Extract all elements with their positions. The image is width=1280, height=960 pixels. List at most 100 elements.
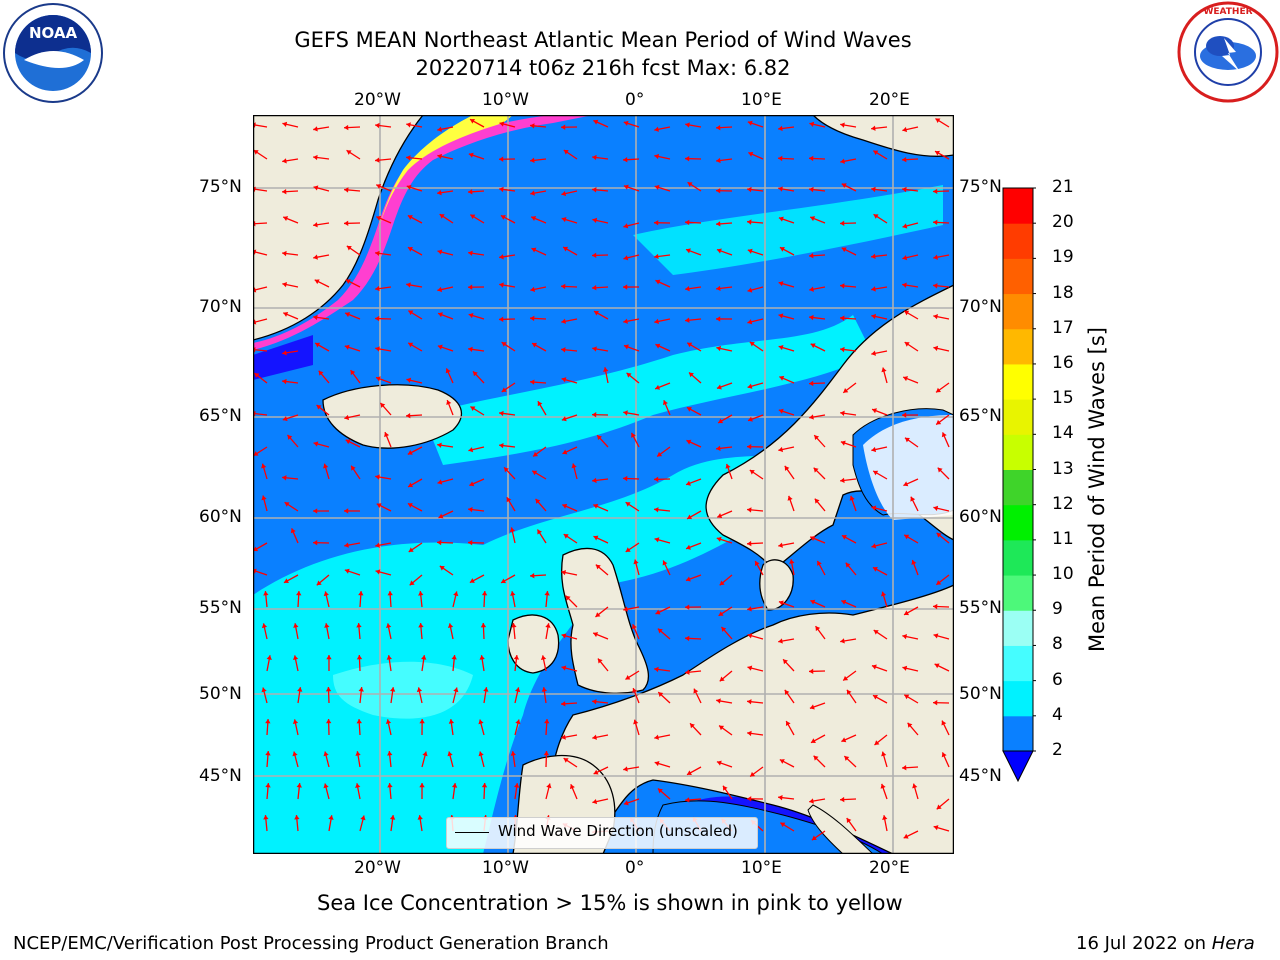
wind-wave-arrowhead bbox=[418, 623, 424, 628]
wind-wave-arrowhead bbox=[406, 282, 411, 288]
wind-wave-arrowhead bbox=[375, 315, 380, 322]
colorbar-bin bbox=[1003, 188, 1033, 224]
wind-wave-arrowhead bbox=[902, 223, 908, 229]
wind-wave-arrowhead bbox=[419, 719, 425, 724]
wind-wave-arrowhead bbox=[809, 121, 815, 127]
wind-wave-arrowhead bbox=[872, 694, 878, 700]
wind-wave-arrowhead bbox=[346, 245, 352, 251]
wind-wave-arrowhead bbox=[718, 611, 724, 616]
wind-wave-arrowhead bbox=[685, 122, 690, 128]
wind-wave-arrowhead bbox=[515, 687, 521, 693]
wind-wave-arrowhead bbox=[840, 477, 845, 484]
wind-wave-arrowhead bbox=[840, 410, 845, 416]
wind-wave-arrowhead bbox=[719, 676, 725, 682]
wind-wave-arrowhead bbox=[501, 387, 507, 392]
colorbar-tick-label: 12 bbox=[1052, 493, 1074, 514]
wind-wave-arrowhead bbox=[481, 783, 488, 788]
wind-wave-arrowhead bbox=[592, 252, 597, 259]
wind-wave-arrowhead bbox=[718, 418, 724, 424]
wind-wave-arrowhead bbox=[747, 248, 753, 254]
wind-wave-arrowhead bbox=[325, 687, 332, 692]
wind-wave-arrowhead bbox=[323, 591, 329, 597]
wind-wave-arrowhead bbox=[747, 383, 753, 389]
wind-wave-arrowhead bbox=[840, 158, 845, 164]
wind-wave-arrowhead bbox=[358, 591, 364, 596]
wind-wave-arrowhead bbox=[686, 480, 691, 486]
wind-wave-arrowhead bbox=[633, 719, 639, 725]
wind-wave-arrowhead bbox=[933, 283, 938, 289]
wind-wave-arrowhead bbox=[841, 247, 847, 253]
wind-wave-arrowhead bbox=[817, 560, 822, 566]
wind-wave-arrowhead bbox=[407, 247, 413, 252]
wind-wave-arrowhead bbox=[323, 783, 329, 789]
wind-wave-arrowhead bbox=[344, 220, 349, 226]
wind-wave-arrowhead bbox=[387, 591, 393, 596]
producer-credit: NCEP/EMC/Verification Post Processing Pr… bbox=[13, 933, 609, 954]
wind-wave-arrowhead bbox=[254, 373, 260, 378]
wind-wave-arrowhead bbox=[843, 388, 849, 393]
ireland-land bbox=[507, 614, 560, 674]
wind-wave-arrowhead bbox=[747, 633, 753, 639]
run-date-text: 16 Jul 2022 on bbox=[1076, 933, 1212, 954]
wind-wave-arrowhead bbox=[345, 439, 351, 445]
wind-wave-arrowhead bbox=[623, 410, 628, 416]
wind-wave-arrowhead bbox=[358, 687, 364, 692]
wind-wave-arrowhead bbox=[841, 599, 847, 605]
map-panel bbox=[253, 115, 954, 854]
wind-wave-arrowhead bbox=[511, 623, 517, 628]
wind-wave-arrowhead bbox=[592, 154, 597, 161]
wind-wave-arrowhead bbox=[282, 158, 287, 164]
svg-text:WEATHER: WEATHER bbox=[1203, 7, 1252, 17]
wind-wave-arrowhead bbox=[654, 220, 659, 226]
wind-wave-arrowhead bbox=[881, 367, 887, 373]
wind-wave-arrowhead bbox=[499, 156, 504, 162]
wind-wave-arrowhead bbox=[561, 701, 566, 707]
wind-wave-arrowhead bbox=[657, 451, 663, 457]
wind-wave-arrowhead bbox=[941, 752, 947, 758]
wind-wave-arrowhead bbox=[873, 470, 879, 476]
wind-wave-arrowhead bbox=[623, 800, 629, 806]
colorbar-bin bbox=[1003, 328, 1033, 365]
wind-wave-arrowhead bbox=[437, 286, 443, 293]
wind-wave-arrowhead bbox=[345, 312, 351, 318]
colorbar-bin bbox=[1003, 680, 1033, 717]
lat-label-right: 55°N bbox=[959, 598, 1002, 618]
wind-wave-arrowhead bbox=[563, 149, 569, 155]
wind-wave-arrowhead bbox=[716, 536, 722, 542]
wind-wave-arrowhead bbox=[344, 542, 349, 548]
wind-wave-arrowhead bbox=[841, 737, 847, 743]
wind-wave-arrowhead bbox=[903, 376, 909, 382]
lon-label-top: 0° bbox=[625, 90, 645, 110]
wind-wave-arrowhead bbox=[809, 798, 814, 804]
wind-wave-arrowhead bbox=[409, 580, 415, 586]
wind-wave-arrowhead bbox=[871, 186, 876, 193]
wind-wave-arrowhead bbox=[840, 440, 846, 446]
wind-wave-arrowhead bbox=[375, 376, 381, 382]
wind-wave-arrowhead bbox=[840, 796, 845, 803]
wind-wave-direction-arrows bbox=[253, 117, 950, 841]
wind-wave-arrowhead bbox=[499, 316, 504, 323]
colorbar-tick-label: 13 bbox=[1052, 458, 1074, 479]
wind-wave-arrowhead bbox=[871, 664, 877, 670]
lat-label-right: 70°N bbox=[959, 297, 1002, 317]
wind-wave-arrowhead bbox=[654, 153, 660, 160]
wind-wave-arrowhead bbox=[406, 413, 411, 419]
wind-wave-arrowhead bbox=[747, 730, 752, 737]
wind-wave-arrowhead bbox=[261, 623, 268, 629]
wind-wave-arrowhead bbox=[719, 725, 725, 731]
wind-wave-arrowhead bbox=[313, 222, 318, 228]
wind-wave-arrowhead bbox=[933, 345, 939, 352]
wind-wave-arrowhead bbox=[356, 623, 362, 628]
wind-wave-arrowhead bbox=[313, 314, 318, 321]
wind-wave-arrowhead bbox=[685, 317, 690, 323]
wind-wave-arrowhead bbox=[407, 503, 413, 508]
wind-wave-arrowhead bbox=[625, 674, 631, 680]
wind-wave-arrowhead bbox=[809, 253, 814, 259]
wind-wave-arrowhead bbox=[561, 283, 566, 290]
wind-wave-arrowhead bbox=[530, 573, 535, 579]
colorbar-tick-label: 18 bbox=[1052, 282, 1074, 303]
wind-wave-arrowhead bbox=[933, 254, 938, 260]
wind-wave-arrowhead bbox=[910, 496, 916, 502]
wind-wave-arrowhead bbox=[717, 513, 723, 519]
wind-wave-arrowhead bbox=[287, 434, 293, 440]
